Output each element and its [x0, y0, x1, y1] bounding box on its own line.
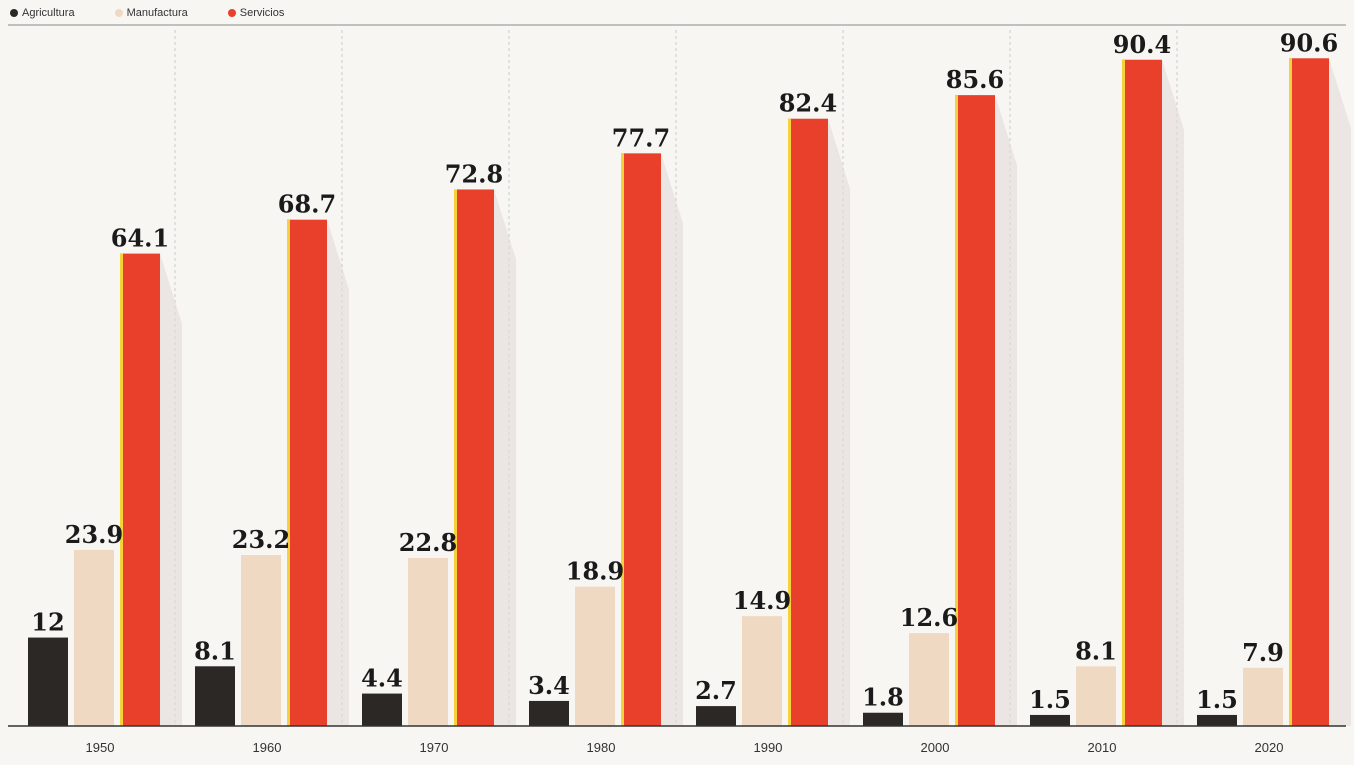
value-label-agricultura: 1.5	[1029, 685, 1071, 714]
value-label-manufactura: 7.9	[1242, 638, 1284, 667]
year-labels: 1950 1960 1970 1980 1990 2000 2010 2020	[86, 740, 1284, 755]
bar-manufactura	[408, 558, 448, 726]
bar-shadow-servicios	[327, 220, 349, 726]
bar-servicios	[120, 254, 160, 726]
x-tick-label: 2020	[1255, 740, 1284, 755]
value-label-servicios: 72.8	[445, 159, 503, 188]
bar-servicios	[287, 220, 327, 726]
x-tick-label: 1960	[253, 740, 282, 755]
x-tick-label: 2010	[1088, 740, 1117, 755]
value-label-manufactura: 14.9	[733, 586, 791, 615]
value-label-agricultura: 3.4	[528, 671, 570, 700]
bars	[28, 58, 1351, 726]
value-label-agricultura: 12	[31, 608, 64, 637]
bar-edge-servicios	[1122, 60, 1125, 726]
bar-servicios	[621, 153, 661, 726]
bar-agricultura	[863, 713, 903, 726]
x-tick-label: 1950	[86, 740, 115, 755]
bar-manufactura	[575, 587, 615, 726]
bar-agricultura	[195, 666, 235, 726]
bar-shadow-servicios	[160, 254, 182, 726]
bar-shadow-servicios	[661, 153, 683, 726]
bar-agricultura	[696, 706, 736, 726]
x-tick-label: 1990	[754, 740, 783, 755]
bar-manufactura	[74, 550, 114, 726]
bar-agricultura	[28, 638, 68, 726]
value-label-agricultura: 8.1	[194, 636, 236, 665]
value-label-manufactura: 18.9	[566, 557, 624, 586]
bar-agricultura	[1030, 715, 1070, 726]
value-label-manufactura: 23.9	[65, 520, 123, 549]
value-label-servicios: 85.6	[946, 65, 1004, 94]
value-label-manufactura: 8.1	[1075, 636, 1117, 665]
bar-edge-servicios	[788, 119, 791, 726]
bar-edge-servicios	[120, 254, 123, 726]
value-label-servicios: 90.6	[1280, 28, 1338, 57]
bar-servicios	[1289, 58, 1329, 726]
bar-agricultura	[1197, 715, 1237, 726]
value-label-agricultura: 4.4	[361, 664, 403, 693]
value-label-servicios: 90.4	[1113, 30, 1171, 59]
value-label-agricultura: 1.8	[862, 683, 904, 712]
bar-manufactura	[1076, 666, 1116, 726]
bar-shadow-servicios	[995, 95, 1017, 726]
bar-servicios	[454, 189, 494, 726]
bar-manufactura	[909, 633, 949, 726]
value-label-manufactura: 23.2	[232, 525, 290, 554]
value-label-agricultura: 1.5	[1196, 685, 1238, 714]
value-label-manufactura: 12.6	[900, 603, 958, 632]
bar-edge-servicios	[621, 153, 624, 726]
bar-agricultura	[529, 701, 569, 726]
bar-shadow-servicios	[1162, 60, 1184, 726]
value-label-servicios: 82.4	[779, 89, 837, 118]
bar-servicios	[1122, 60, 1162, 726]
bar-servicios	[788, 119, 828, 726]
value-label-servicios: 77.7	[612, 123, 670, 152]
bar-agricultura	[362, 694, 402, 726]
bar-edge-servicios	[287, 220, 290, 726]
bar-manufactura	[1243, 668, 1283, 726]
x-tick-label: 1970	[420, 740, 449, 755]
value-label-agricultura: 2.7	[695, 676, 737, 705]
bar-shadow-servicios	[494, 189, 516, 726]
bar-shadow-servicios	[1329, 58, 1351, 726]
value-label-servicios: 64.1	[111, 224, 169, 253]
bar-manufactura	[241, 555, 281, 726]
bar-manufactura	[742, 616, 782, 726]
x-tick-label: 2000	[921, 740, 950, 755]
bar-edge-servicios	[1289, 58, 1292, 726]
x-tick-label: 1980	[587, 740, 616, 755]
bar-servicios	[955, 95, 995, 726]
value-label-servicios: 68.7	[278, 190, 336, 219]
value-label-manufactura: 22.8	[399, 528, 457, 557]
bar-shadow-servicios	[828, 119, 850, 726]
bar-edge-servicios	[454, 189, 457, 726]
